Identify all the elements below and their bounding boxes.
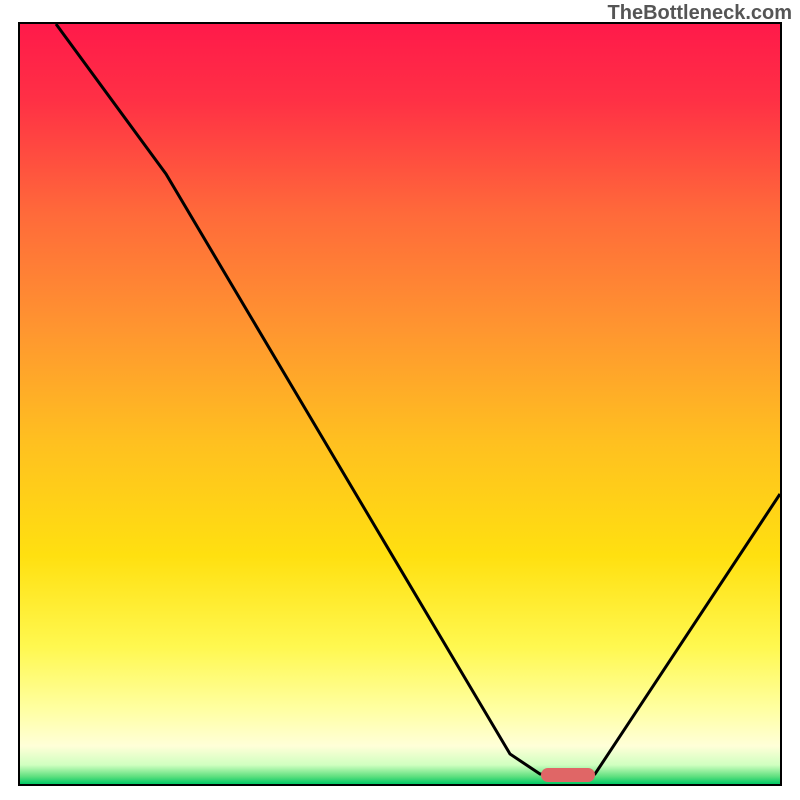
chart-background	[20, 24, 780, 784]
optimal-marker	[541, 768, 595, 782]
watermark-text: TheBottleneck.com	[608, 2, 792, 25]
plot-area	[18, 22, 782, 786]
chart-svg	[20, 24, 780, 784]
